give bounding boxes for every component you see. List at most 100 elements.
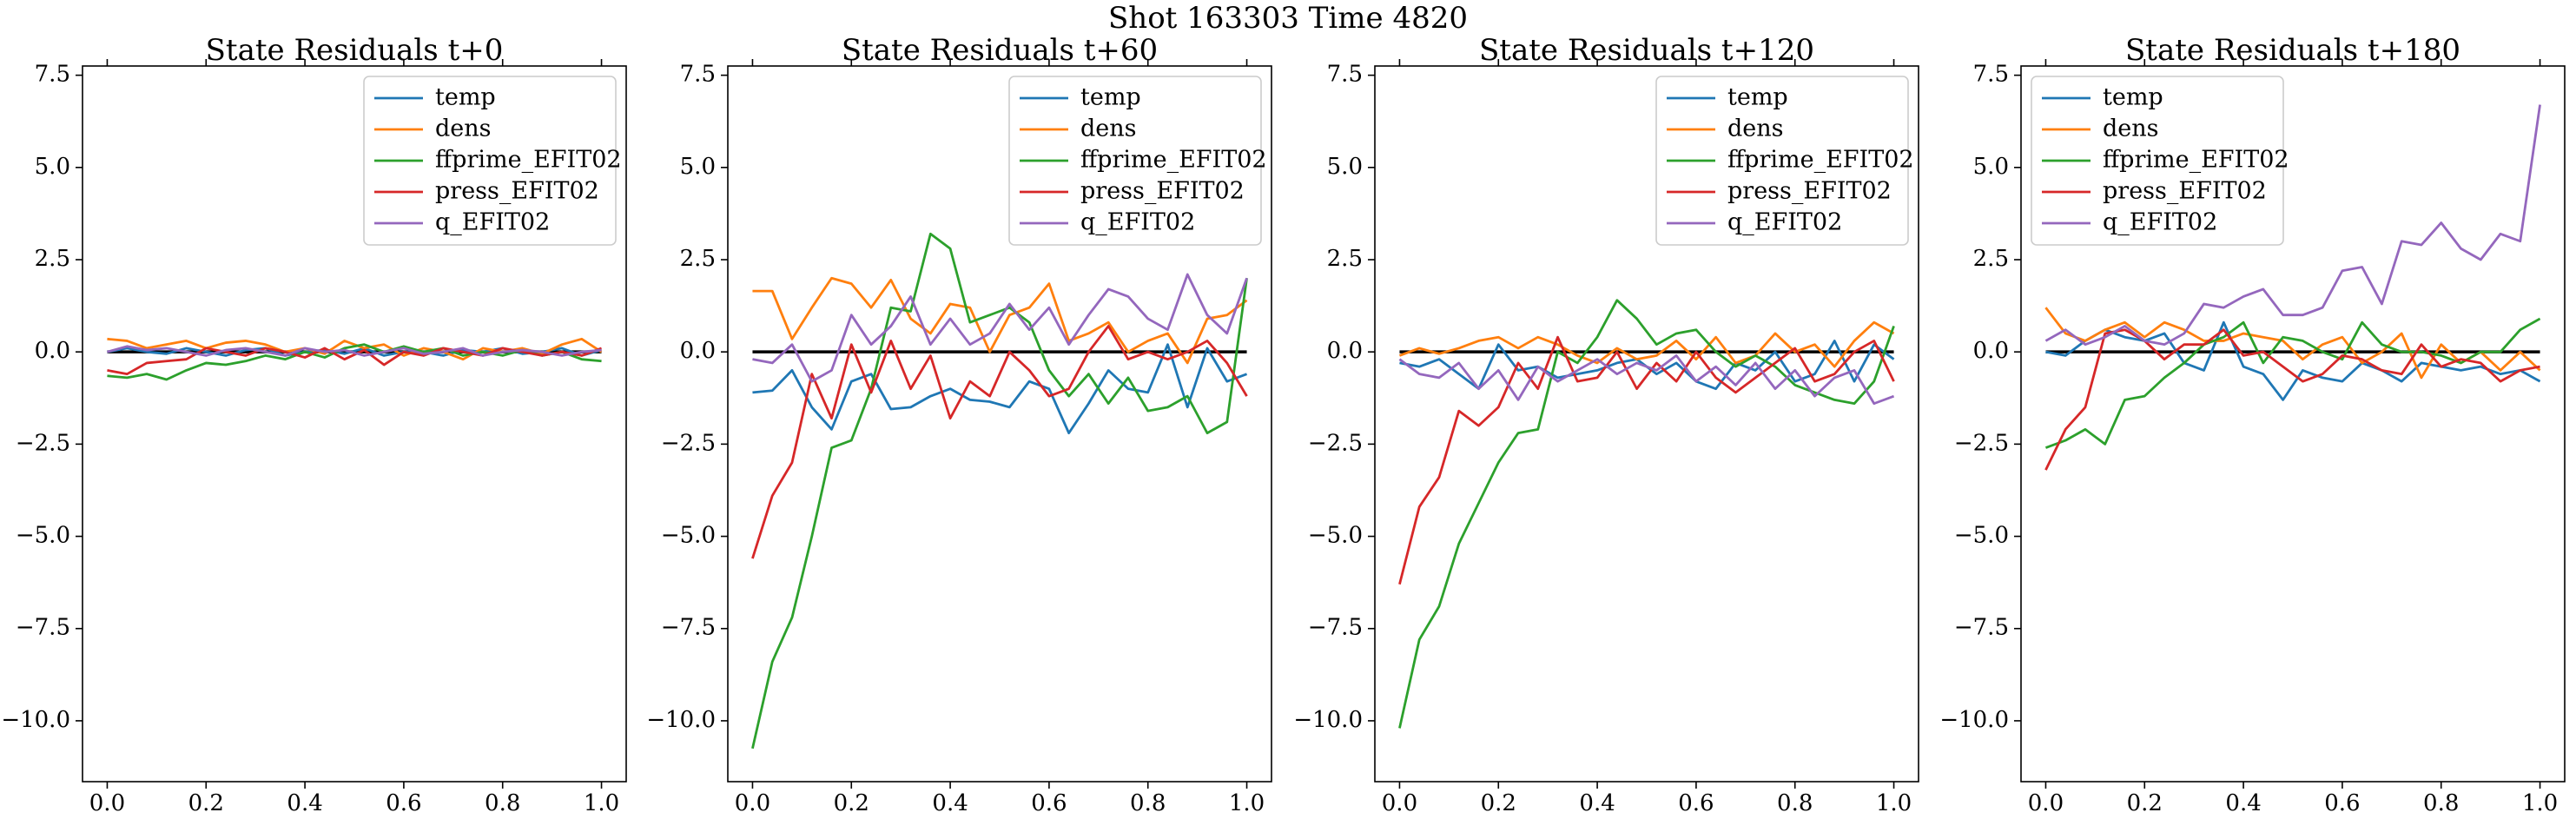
x-tick-label: 0.2 <box>1481 790 1516 816</box>
legend-label: press_EFIT02 <box>2103 178 2267 205</box>
series-line <box>2044 328 2540 471</box>
x-tick-label: 0.0 <box>735 790 770 816</box>
y-tick-label: −2.5 <box>661 430 716 456</box>
legend-label: q_EFIT02 <box>1727 209 1842 236</box>
y-tick-label: −2.5 <box>16 430 70 456</box>
y-tick-label: −2.5 <box>1308 430 1363 456</box>
legend-label: q_EFIT02 <box>435 209 550 236</box>
plot-frame <box>1374 65 1919 783</box>
x-tick-label: 0.6 <box>386 790 421 816</box>
plot-frame <box>2020 65 2566 783</box>
subplot: State Residuals t+120 −10.0 −7.5 −5.0 −2.5 0.… <box>1293 33 1919 816</box>
y-tick-label: 0.0 <box>1327 338 1363 364</box>
y-tick-label: 7.5 <box>1327 62 1363 88</box>
legend-label: ffprime_EFIT02 <box>1727 147 1914 174</box>
x-tick-label: 0.0 <box>1382 790 1417 816</box>
x-tick-label: 1.0 <box>2522 790 2558 816</box>
subplot-title: State Residuals t+180 <box>2125 33 2460 68</box>
y-tick-label: 0.0 <box>1973 338 2009 364</box>
x-tick-label: 0.2 <box>2127 790 2163 816</box>
x-tick-label: 0.2 <box>188 790 224 816</box>
y-tick-label: −10.0 <box>1 707 70 733</box>
series-line <box>752 276 1248 365</box>
x-tick-label: 0.0 <box>89 790 125 816</box>
series-line <box>752 343 1248 435</box>
legend-label: temp <box>1080 84 1141 111</box>
legend-label: dens <box>2103 116 2159 142</box>
x-tick-label: 1.0 <box>1229 790 1265 816</box>
x-tick-label: 1.0 <box>1876 790 1912 816</box>
y-tick-label: 7.5 <box>680 62 716 88</box>
y-tick-label: 0.0 <box>680 338 716 364</box>
legend-label: press_EFIT02 <box>1727 178 1892 205</box>
legend-label: ffprime_EFIT02 <box>2103 147 2289 174</box>
series-line <box>2045 320 2541 401</box>
series-line <box>751 325 1248 559</box>
x-tick-label: 0.8 <box>1777 790 1813 816</box>
series-line <box>107 347 602 357</box>
series-line <box>107 337 603 361</box>
y-tick-label: 2.5 <box>680 246 716 272</box>
legend-box <box>2031 76 2284 246</box>
x-tick-label: 0.8 <box>485 790 520 816</box>
y-tick-label: 2.5 <box>1327 246 1363 272</box>
x-tick-label: 1.0 <box>584 790 619 816</box>
legend-box <box>363 76 617 246</box>
y-tick-label: 7.5 <box>35 62 70 88</box>
y-tick-label: −5.0 <box>16 523 70 549</box>
x-tick-label: 0.2 <box>834 790 869 816</box>
legend-label: dens <box>435 116 492 142</box>
y-tick-label: 7.5 <box>1973 62 2009 88</box>
x-tick-label: 0.8 <box>1130 790 1166 816</box>
subplot: State Residuals t+60 −10.0 −7.5 −5.0 −2.5 0.0… <box>646 33 1272 816</box>
y-tick-label: −7.5 <box>1954 615 2009 641</box>
legend-label: dens <box>1727 116 1784 142</box>
x-tick-label: 0.4 <box>1579 790 1615 816</box>
y-tick-label: −10.0 <box>1293 707 1363 733</box>
y-tick-label: −5.0 <box>1308 523 1363 549</box>
x-tick-label: 0.4 <box>2225 790 2261 816</box>
y-tick-label: −7.5 <box>661 615 716 641</box>
y-tick-label: 5.0 <box>680 154 716 180</box>
x-tick-label: 0.0 <box>2028 790 2064 816</box>
legend-label: press_EFIT02 <box>435 178 599 205</box>
series-line <box>751 232 1248 750</box>
y-tick-label: −10.0 <box>1939 707 2009 733</box>
series-line <box>107 345 602 357</box>
legend-label: press_EFIT02 <box>1080 178 1245 205</box>
y-tick-label: −2.5 <box>1954 430 2009 456</box>
subplot-title: State Residuals t+60 <box>842 33 1158 68</box>
x-tick-label: 0.8 <box>2423 790 2459 816</box>
subplot: State Residuals t+0 −10.0 −7.5 −5.0 −2.5 0.0 2… <box>1 33 627 816</box>
y-tick-label: 0.0 <box>35 338 70 364</box>
x-tick-label: 0.6 <box>1678 790 1714 816</box>
y-tick-label: −7.5 <box>16 615 70 641</box>
y-tick-label: 2.5 <box>35 246 70 272</box>
legend-label: q_EFIT02 <box>2103 209 2217 236</box>
y-tick-label: −5.0 <box>1954 523 2009 549</box>
series-line <box>1398 320 1895 368</box>
series-line <box>2044 104 2541 347</box>
series-line <box>1398 354 1895 406</box>
legend-label: temp <box>1727 84 1788 111</box>
subplot-title: State Residuals t+120 <box>1479 33 1814 68</box>
y-tick-label: 5.0 <box>1973 154 2009 180</box>
series-line <box>752 273 1248 383</box>
x-tick-label: 0.6 <box>2324 790 2360 816</box>
legend-label: dens <box>1080 116 1137 142</box>
legend-label: ffprime_EFIT02 <box>1080 147 1267 174</box>
plot-frame <box>82 65 627 783</box>
y-tick-label: −5.0 <box>661 523 716 549</box>
legend-label: ffprime_EFIT02 <box>435 147 622 174</box>
legend-box <box>1008 76 1262 246</box>
series-line <box>1398 335 1895 585</box>
y-tick-label: 2.5 <box>1973 246 2009 272</box>
x-tick-label: 0.6 <box>1031 790 1067 816</box>
legend-label: temp <box>435 84 496 111</box>
subplot: State Residuals t+180 −10.0 −7.5 −5.0 −2.5 0.… <box>1939 33 2566 816</box>
legend-box <box>1655 76 1909 246</box>
legend-label: temp <box>2103 84 2163 111</box>
y-tick-label: −7.5 <box>1308 615 1363 641</box>
figure-title: Shot 163303 Time 4820 <box>1108 1 1468 36</box>
